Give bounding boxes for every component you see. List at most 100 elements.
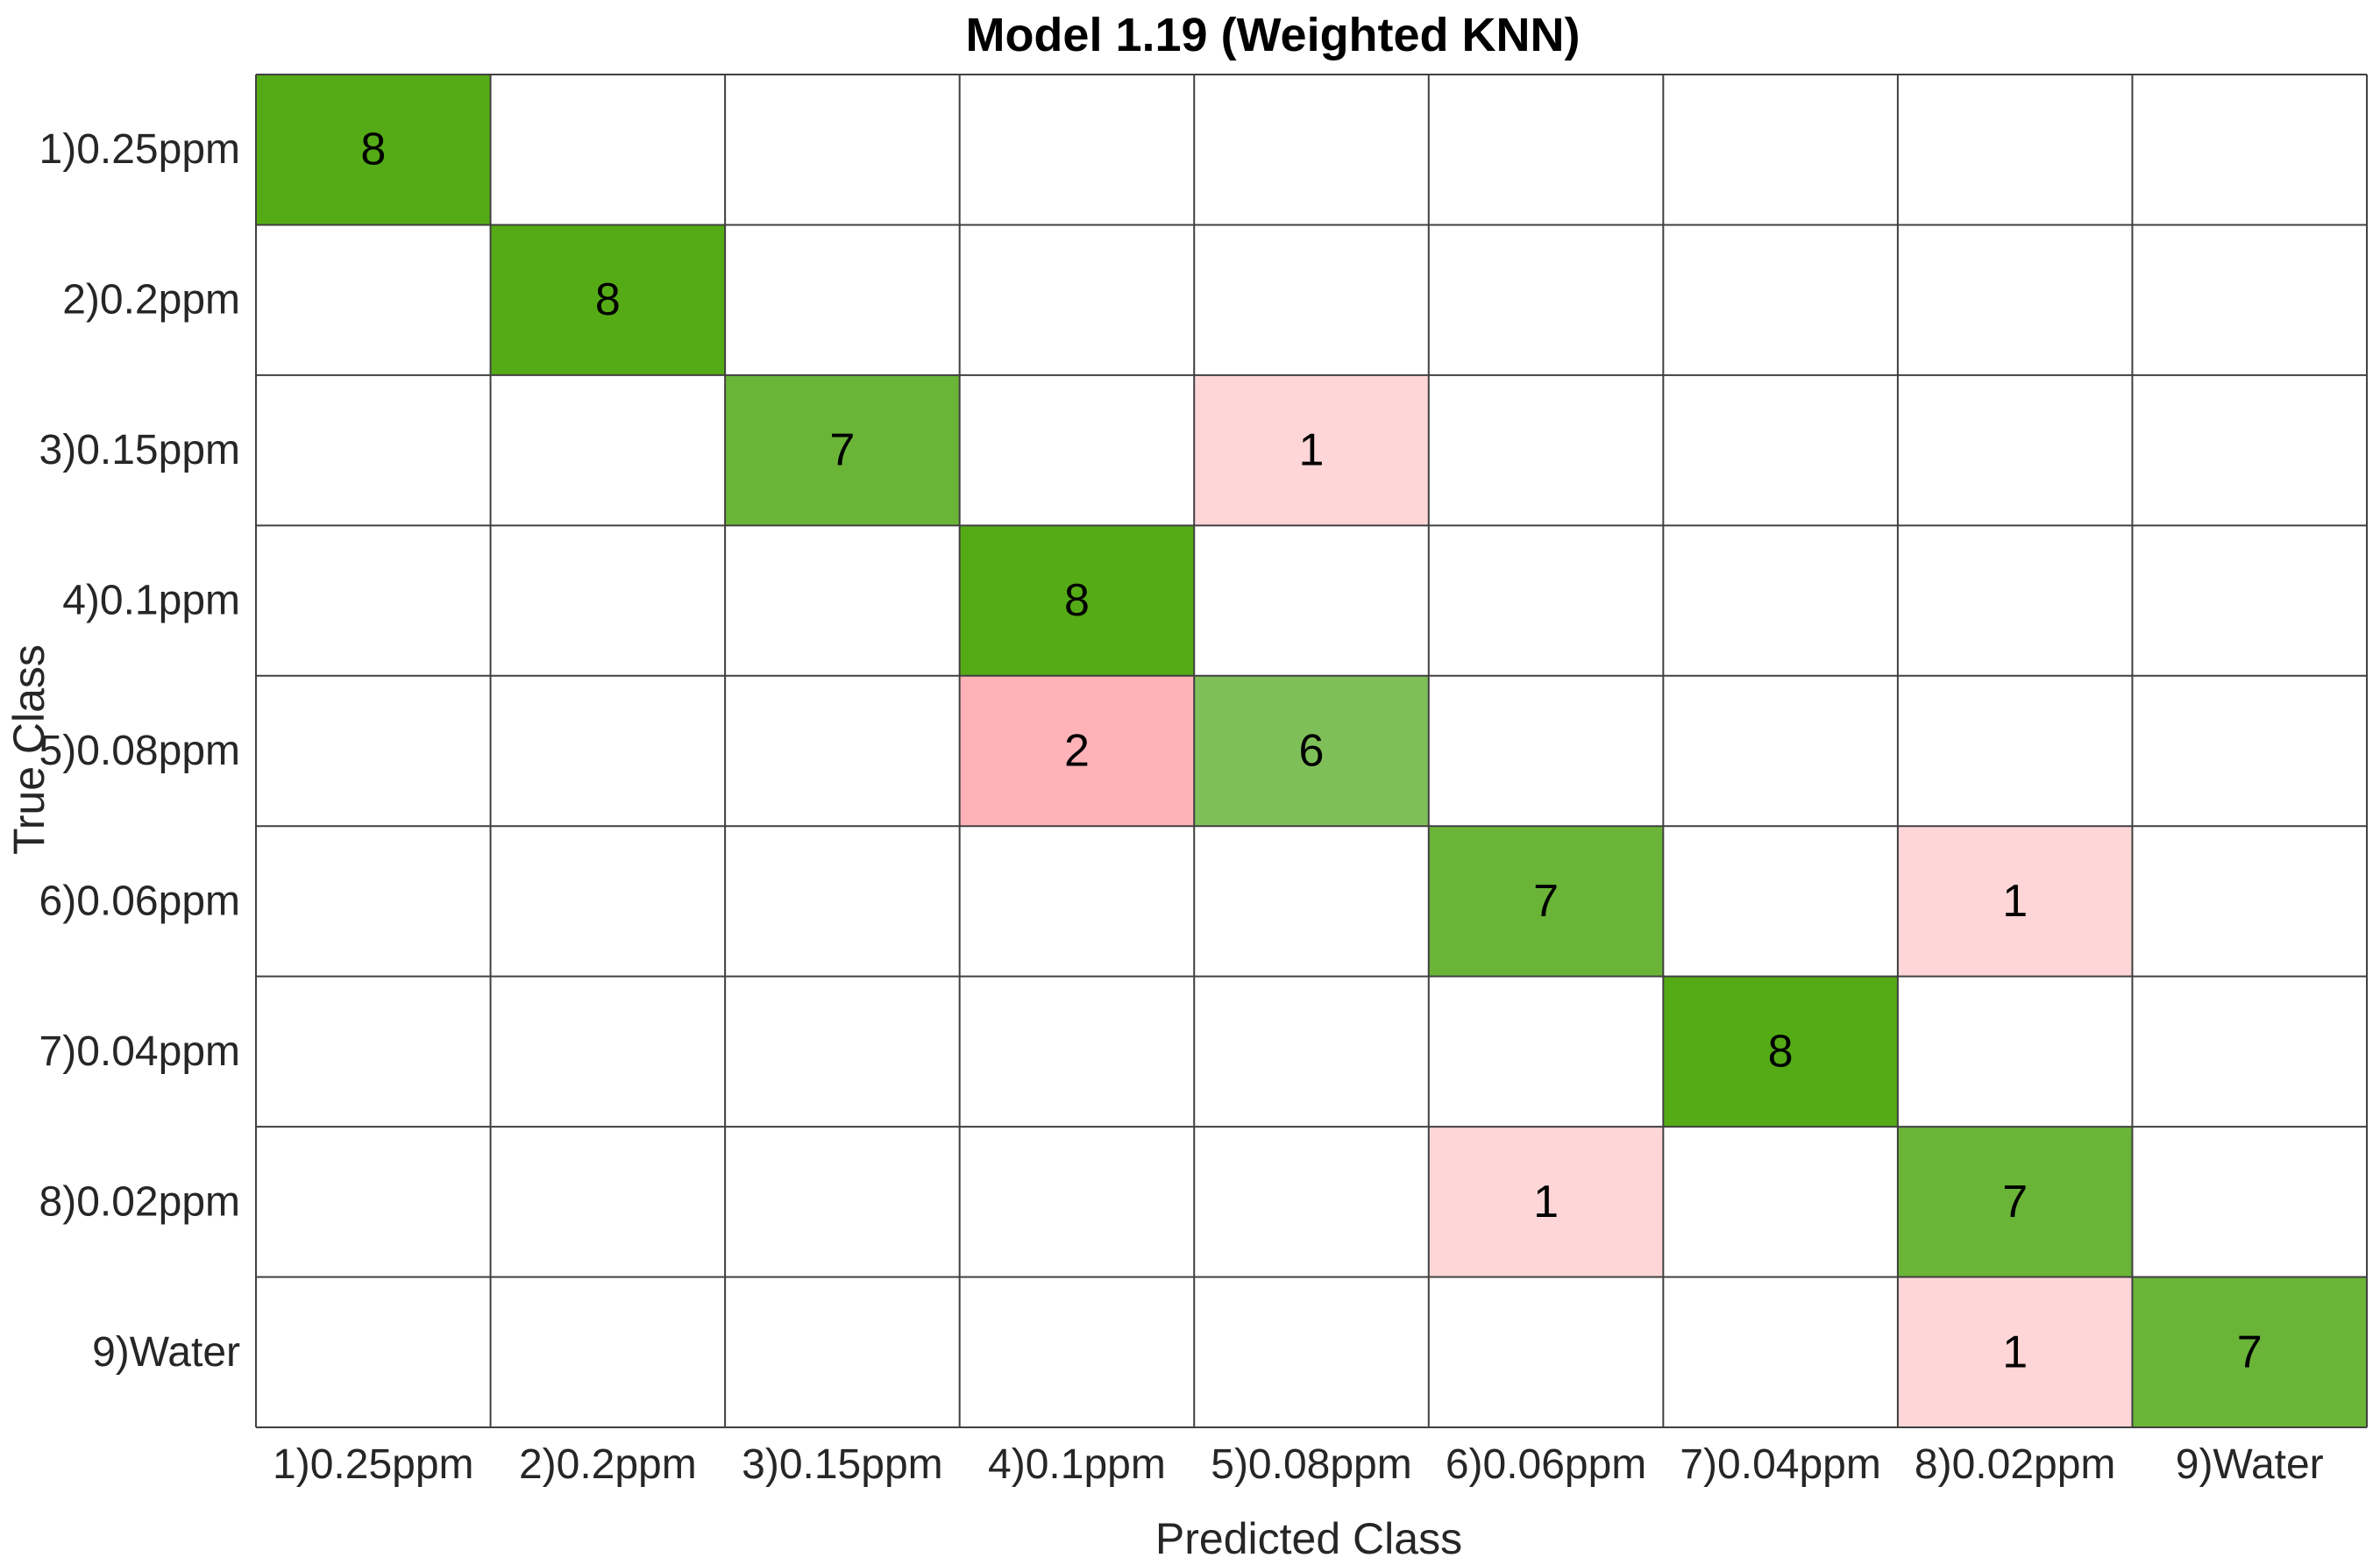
matrix-cell-r5-c8 bbox=[1897, 675, 2133, 827]
matrix-cell-r2-c7 bbox=[1663, 224, 1898, 375]
matrix-cell-r2-c5 bbox=[1194, 224, 1429, 375]
matrix-cell-r1-c8 bbox=[1897, 75, 2133, 225]
x-tick-label: 6)0.06ppm bbox=[1446, 1441, 1646, 1488]
matrix-cell-r2-c3 bbox=[725, 224, 960, 375]
x-tick-label: 7)0.04ppm bbox=[1680, 1441, 1880, 1488]
y-tick-label: 7)0.04ppm bbox=[39, 1028, 240, 1075]
x-axis-label: Predicted Class bbox=[1155, 1514, 1462, 1563]
matrix-cell-r9-c7 bbox=[1663, 1277, 1898, 1427]
matrix-cell-r8-c9 bbox=[2132, 1127, 2367, 1277]
matrix-cell-r4-c8 bbox=[1897, 525, 2133, 676]
matrix-cell-r6-c6 bbox=[1428, 826, 1664, 977]
matrix-cell-r1-c9 bbox=[2132, 75, 2367, 225]
matrix-cell-r7-c3 bbox=[725, 976, 960, 1128]
cell-value-r7-c7: 8 bbox=[1768, 1026, 1794, 1077]
matrix-cell-r6-c5 bbox=[1194, 826, 1429, 977]
matrix-cell-r8-c1 bbox=[256, 1127, 491, 1277]
matrix-cell-r3-c8 bbox=[1897, 374, 2133, 526]
matrix-cell-r6-c3 bbox=[725, 826, 960, 977]
matrix-cell-r5-c1 bbox=[256, 675, 491, 827]
matrix-cell-r1-c5 bbox=[1194, 75, 1429, 225]
matrix-cell-r3-c9 bbox=[2132, 374, 2367, 526]
matrix-cell-r2-c8 bbox=[1897, 224, 2133, 375]
x-tick-label: 9)Water bbox=[2176, 1441, 2324, 1488]
matrix-cell-r4-c1 bbox=[256, 525, 491, 676]
matrix-cell-r3-c7 bbox=[1663, 374, 1898, 526]
y-axis-tick-labels: 1)0.25ppm 2)0.2ppm 3)0.15ppm 4)0.1ppm 5)0.08… bbox=[39, 126, 240, 1376]
matrix-cell-r2-c4 bbox=[959, 224, 1195, 375]
cell-value-r6-c6: 7 bbox=[1533, 876, 1559, 927]
cell-value-r9-c9: 7 bbox=[2237, 1327, 2263, 1377]
matrix-cell-r4-c7 bbox=[1663, 525, 1898, 676]
matrix-cell-r8-c7 bbox=[1663, 1127, 1898, 1277]
matrix-cell-r9-c5 bbox=[1194, 1277, 1429, 1427]
matrix-cell-r1-c1 bbox=[256, 75, 491, 225]
matrix-cell-r3-c2 bbox=[490, 374, 726, 526]
y-tick-label: 3)0.15ppm bbox=[39, 427, 240, 473]
matrix-cell-r4-c2 bbox=[490, 525, 726, 676]
matrix-grid bbox=[255, 74, 2368, 1428]
matrix-cell-r2-c6 bbox=[1428, 224, 1664, 375]
matrix-cell-r4-c4 bbox=[959, 525, 1195, 676]
matrix-cell-r3-c6 bbox=[1428, 374, 1664, 526]
matrix-cell-r6-c7 bbox=[1663, 826, 1898, 977]
matrix-cell-r8-c4 bbox=[959, 1127, 1195, 1277]
x-tick-label: 1)0.25ppm bbox=[273, 1441, 473, 1488]
y-tick-label: 8)0.02ppm bbox=[39, 1178, 240, 1225]
x-axis-tick-labels: 1)0.25ppm 2)0.2ppm 3)0.15ppm 4)0.1ppm 5)0.08… bbox=[273, 1441, 2324, 1488]
x-tick-label: 8)0.02ppm bbox=[1915, 1441, 2115, 1488]
cell-value-r6-c8: 1 bbox=[2002, 876, 2028, 927]
matrix-cell-r8-c6 bbox=[1428, 1127, 1664, 1277]
matrix-cell-r4-c9 bbox=[2132, 525, 2367, 676]
matrix-cell-r5-c6 bbox=[1428, 675, 1664, 827]
matrix-cell-r7-c9 bbox=[2132, 976, 2367, 1128]
matrix-cell-r9-c6 bbox=[1428, 1277, 1664, 1427]
y-tick-label: 1)0.25ppm bbox=[39, 126, 240, 173]
matrix-cell-r7-c2 bbox=[490, 976, 726, 1128]
x-tick-label: 4)0.1ppm bbox=[988, 1441, 1166, 1488]
matrix-cell-r9-c1 bbox=[256, 1277, 491, 1427]
matrix-cell-r1-c2 bbox=[490, 75, 726, 225]
matrix-cell-r7-c8 bbox=[1897, 976, 2133, 1128]
x-tick-label: 3)0.15ppm bbox=[742, 1441, 942, 1488]
x-tick-label: 5)0.08ppm bbox=[1211, 1441, 1411, 1488]
matrix-cell-r9-c9 bbox=[2132, 1277, 2367, 1427]
matrix-cell-r7-c1 bbox=[256, 976, 491, 1128]
y-axis-label: True Class bbox=[4, 644, 53, 855]
matrix-cell-r3-c4 bbox=[959, 374, 1195, 526]
cell-value-r4-c4: 8 bbox=[1064, 575, 1090, 626]
matrix-cell-r7-c4 bbox=[959, 976, 1195, 1128]
matrix-cell-r9-c4 bbox=[959, 1277, 1195, 1427]
matrix-cell-r8-c5 bbox=[1194, 1127, 1429, 1277]
matrix-cell-r3-c5 bbox=[1194, 374, 1429, 526]
matrix-cell-r4-c3 bbox=[725, 525, 960, 676]
matrix-cell-r8-c8 bbox=[1897, 1127, 2133, 1277]
matrix-cell-r5-c7 bbox=[1663, 675, 1898, 827]
matrix-cell-r6-c9 bbox=[2132, 826, 2367, 977]
matrix-cell-r5-c4 bbox=[959, 675, 1195, 827]
y-tick-label: 9)Water bbox=[92, 1329, 240, 1376]
cell-value-r1-c1: 8 bbox=[360, 124, 386, 175]
y-tick-label: 4)0.1ppm bbox=[62, 578, 240, 624]
cell-value-r2-c2: 8 bbox=[595, 274, 621, 325]
matrix-cell-r9-c8 bbox=[1897, 1277, 2133, 1427]
matrix-cell-r8-c2 bbox=[490, 1127, 726, 1277]
cell-value-r8-c8: 7 bbox=[2002, 1177, 2028, 1227]
matrix-cell-r6-c4 bbox=[959, 826, 1195, 977]
matrix-cell-r6-c2 bbox=[490, 826, 726, 977]
matrix-cell-r2-c2 bbox=[490, 224, 726, 375]
matrix-cell-r5-c2 bbox=[490, 675, 726, 827]
matrix-cell-r3-c1 bbox=[256, 374, 491, 526]
cell-value-r3-c3: 7 bbox=[829, 425, 855, 476]
matrix-cell-r2-c1 bbox=[256, 224, 491, 375]
matrix-cell-r6-c1 bbox=[256, 826, 491, 977]
y-tick-label: 2)0.2ppm bbox=[62, 277, 240, 324]
matrix-cell-r9-c2 bbox=[490, 1277, 726, 1427]
matrix-cell-r5-c9 bbox=[2132, 675, 2367, 827]
matrix-cell-r5-c3 bbox=[725, 675, 960, 827]
matrix-cell-r1-c6 bbox=[1428, 75, 1664, 225]
cell-value-r8-c6: 1 bbox=[1533, 1177, 1559, 1227]
matrix-cell-r5-c5 bbox=[1194, 675, 1429, 827]
matrix-cells bbox=[256, 75, 2367, 1427]
